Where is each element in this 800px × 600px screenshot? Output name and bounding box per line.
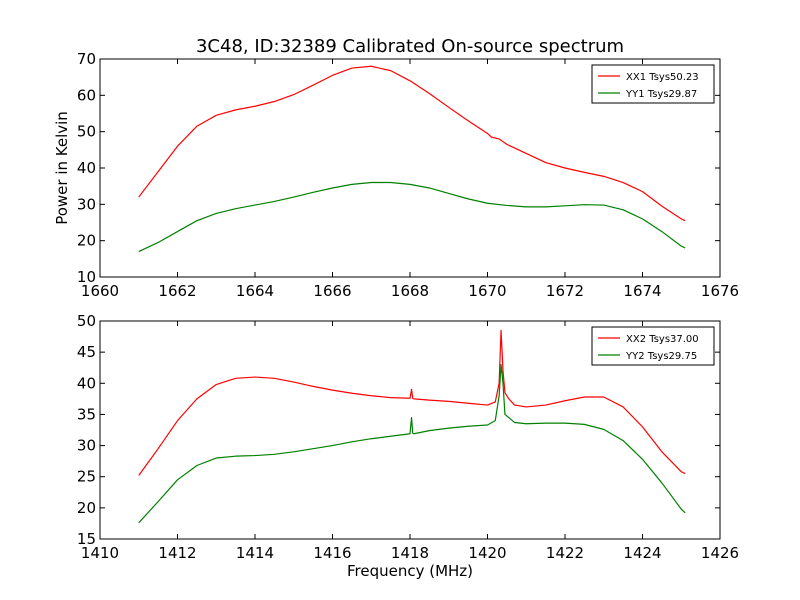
x-axis-label: Frequency (MHz) xyxy=(347,562,473,580)
x-tick-label: 1662 xyxy=(158,282,196,300)
x-tick-label: 1422 xyxy=(546,544,584,562)
x-tick-label: 1416 xyxy=(313,544,351,562)
chart-title: 3C48, ID:32389 Calibrated On-source spec… xyxy=(196,36,624,57)
legend-label-2: YY1 Tsys29.87 xyxy=(625,89,697,100)
x-tick-label: 1660 xyxy=(81,282,119,300)
y-tick-label: 10 xyxy=(77,268,96,286)
series-line-1 xyxy=(138,65,686,222)
y-tick-label: 25 xyxy=(77,468,96,486)
x-tick-label: 1672 xyxy=(546,282,584,300)
y-tick-label: 30 xyxy=(77,195,96,213)
series-line-2 xyxy=(138,181,686,253)
x-tick-label: 1670 xyxy=(468,282,506,300)
legend: XX1 Tsys50.23 YY1 Tsys29.87 xyxy=(591,64,715,104)
y-tick-label: 70 xyxy=(77,50,96,68)
y-tick-label: 30 xyxy=(77,437,96,455)
x-tick-label: 1414 xyxy=(236,544,274,562)
x-tick-label: 1666 xyxy=(313,282,351,300)
x-tick-label: 1424 xyxy=(623,544,661,562)
legend-label-2: YY2 Tsys29.75 xyxy=(625,351,697,362)
legend-label-1: XX1 Tsys50.23 xyxy=(626,72,699,83)
top-panel: 1660 1662 1664 1666 1668 1670 1672 1674 1676 10 20… xyxy=(77,50,739,300)
x-tick-label: 1412 xyxy=(158,544,196,562)
series-line-2 xyxy=(138,364,686,524)
legend-box xyxy=(591,326,715,366)
y-tick-label: 35 xyxy=(77,405,96,423)
x-tick-label: 1426 xyxy=(701,544,739,562)
y-tick-label: 40 xyxy=(77,159,96,177)
x-tick-label: 1418 xyxy=(391,544,429,562)
x-tick-label: 1420 xyxy=(468,544,506,562)
y-tick-label: 45 xyxy=(77,343,96,361)
legend-box xyxy=(591,64,715,104)
series-line-1 xyxy=(138,329,686,476)
y-tick-label: 40 xyxy=(77,374,96,392)
x-tick-label: 1664 xyxy=(236,282,274,300)
legend-label-1: XX2 Tsys37.00 xyxy=(626,334,699,345)
y-tick-label: 15 xyxy=(77,530,96,548)
y-tick-label: 50 xyxy=(77,123,96,141)
x-tick-label: 1668 xyxy=(391,282,429,300)
bottom-panel: 1410 1412 1414 1416 1418 1420 1422 1424 1426 15 20… xyxy=(77,312,739,562)
y-tick-label: 60 xyxy=(77,86,96,104)
y-tick-label: 50 xyxy=(77,312,96,330)
y-axis-label: Power in Kelvin xyxy=(53,111,71,225)
x-tick-label: 1674 xyxy=(623,282,661,300)
y-tick-label: 20 xyxy=(77,232,96,250)
x-tick-label: 1410 xyxy=(81,544,119,562)
x-tick-label: 1676 xyxy=(701,282,739,300)
y-tick-label: 20 xyxy=(77,499,96,517)
legend: XX2 Tsys37.00 YY2 Tsys29.75 xyxy=(591,326,715,366)
